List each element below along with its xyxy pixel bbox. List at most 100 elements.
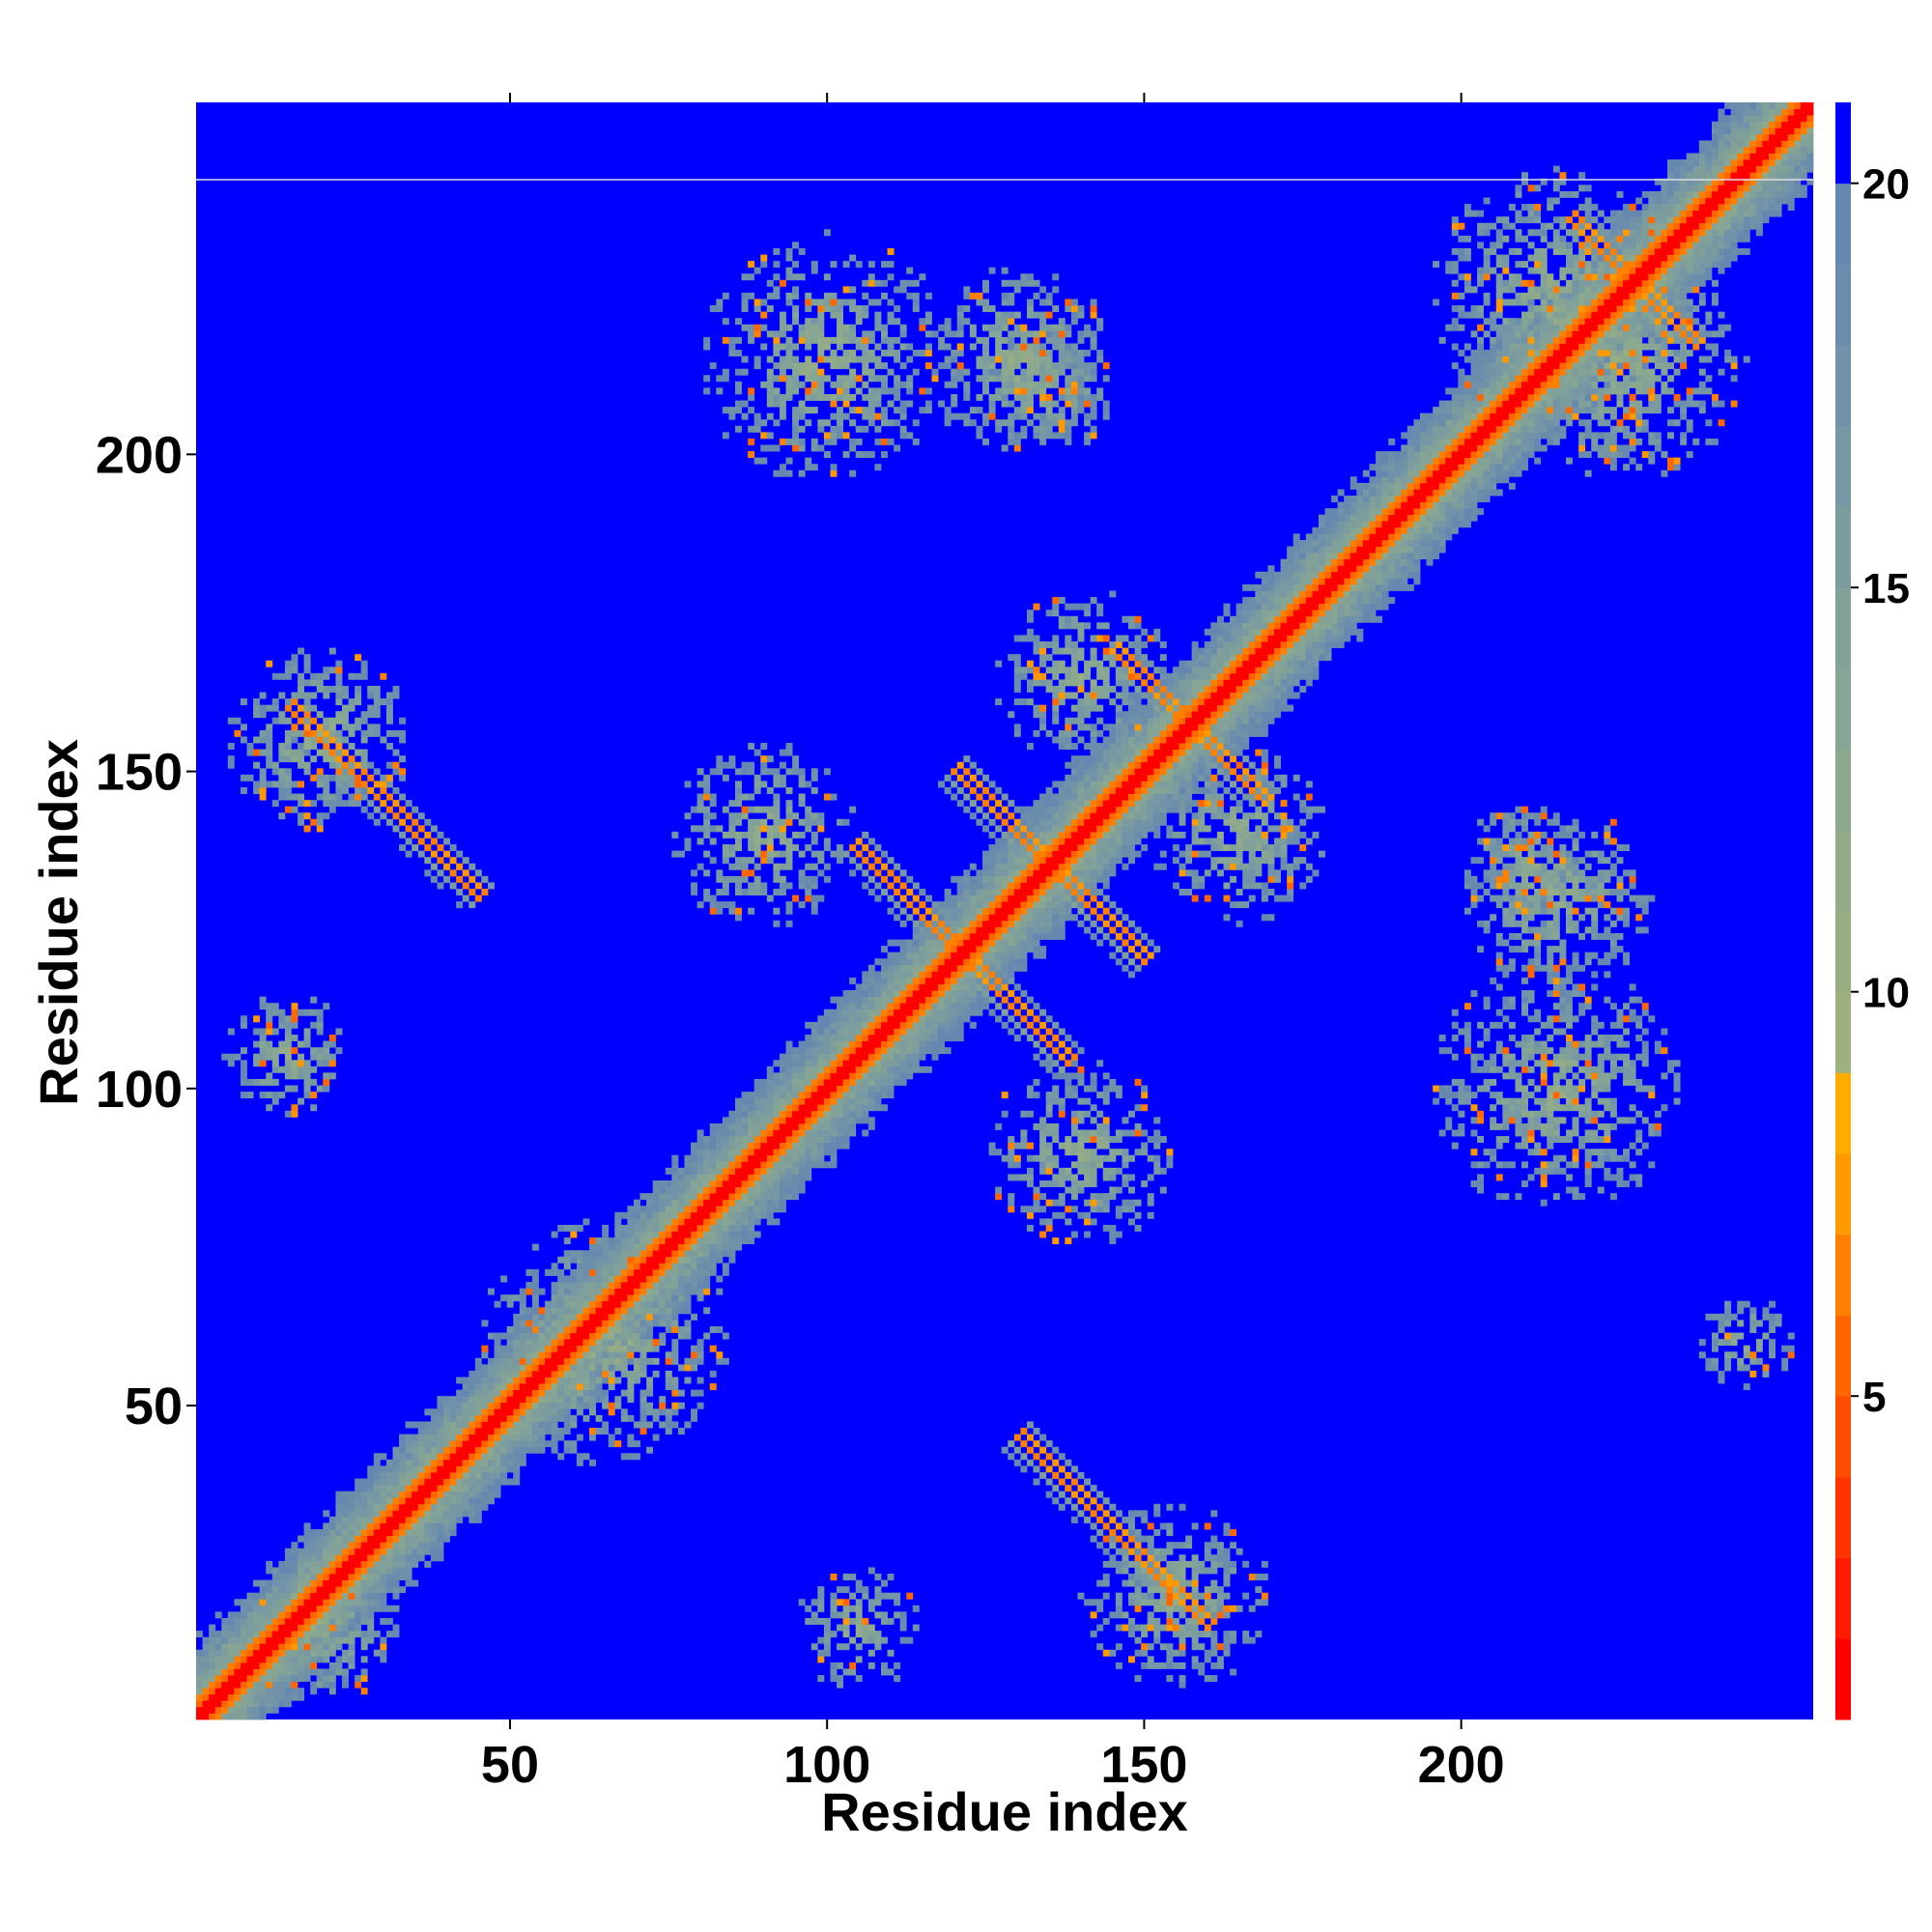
heatmap-cell [805, 368, 812, 376]
heatmap-cell [1020, 1110, 1028, 1118]
heatmap-cell [1013, 1035, 1021, 1041]
heatmap-cell [798, 793, 806, 801]
heatmap-cell [614, 1256, 622, 1264]
heatmap-cell [716, 1275, 724, 1283]
heatmap-cell [823, 1110, 831, 1118]
heatmap-cell [202, 1662, 210, 1669]
heatmap-cell [837, 1009, 843, 1016]
heatmap-cell [728, 850, 736, 858]
heatmap-cell [766, 838, 774, 845]
heatmap-cell [360, 1675, 368, 1683]
heatmap-cell [392, 1542, 400, 1549]
heatmap-cell [253, 786, 261, 794]
heatmap-cell [430, 838, 438, 845]
heatmap-cell [753, 355, 761, 363]
heatmap-cell [691, 1263, 698, 1270]
heatmap-cell [531, 1325, 539, 1333]
heatmap-cell [709, 1325, 717, 1333]
heatmap-cell [278, 1092, 286, 1099]
heatmap-cell [773, 375, 781, 383]
heatmap-cell [867, 838, 875, 845]
heatmap-cell [792, 438, 800, 445]
heatmap-cell [837, 1142, 843, 1150]
heatmap-cell [995, 869, 1003, 877]
heatmap-cell [589, 1396, 596, 1404]
heatmap-cell [551, 1389, 558, 1397]
heatmap-cell [931, 920, 939, 927]
heatmap-cell [316, 1579, 324, 1587]
heatmap-cell [328, 717, 336, 724]
heatmap-cell [735, 1110, 742, 1118]
heatmap-cell [716, 1154, 724, 1162]
heatmap-cell [823, 432, 831, 440]
heatmap-cell [412, 1465, 419, 1473]
heatmap-cell [209, 1636, 216, 1644]
heatmap-cell [291, 1605, 298, 1612]
heatmap-cell [995, 350, 1003, 356]
heatmap-cell [506, 1459, 514, 1466]
heatmap-cell [810, 1149, 818, 1156]
heatmap-cell [703, 1193, 711, 1201]
heatmap-cell [259, 1636, 267, 1644]
heatmap-cell [887, 977, 895, 984]
heatmap-cell [919, 958, 926, 966]
heatmap-cell [500, 1428, 508, 1435]
heatmap-cell [348, 1560, 355, 1568]
heatmap-cell [367, 1491, 375, 1498]
heatmap-cell [956, 311, 964, 319]
heatmap-cell [849, 844, 857, 852]
heatmap-cell [906, 875, 914, 883]
heatmap-cell [976, 920, 983, 927]
heatmap-cell [995, 393, 1003, 401]
heatmap-cell [291, 654, 298, 662]
heatmap-cell [284, 672, 292, 680]
heatmap-cell [639, 1300, 647, 1308]
heatmap-cell [328, 1611, 336, 1619]
heatmap-cell [785, 1097, 793, 1105]
heatmap-cell [671, 1211, 679, 1219]
heatmap-cell [785, 857, 793, 865]
heatmap-cell [659, 1408, 667, 1416]
heatmap-cell [538, 1383, 546, 1391]
heatmap-cell [380, 1522, 387, 1530]
heatmap-cell [779, 863, 786, 870]
heatmap-cell [291, 1611, 298, 1619]
heatmap-cell [563, 1446, 571, 1454]
heatmap-cell [589, 1237, 596, 1245]
heatmap-cell [792, 432, 800, 440]
heatmap-cell [880, 279, 888, 287]
heatmap-cell [823, 1117, 831, 1124]
heatmap-cell [766, 1092, 774, 1099]
heatmap-cell [348, 1656, 355, 1663]
heatmap-cell [748, 1136, 755, 1144]
heatmap-cell [538, 1364, 546, 1372]
heatmap-cell [303, 1631, 311, 1638]
heatmap-cell [659, 1206, 667, 1213]
heatmap-cell [209, 1631, 216, 1638]
heatmap-cell [639, 1389, 647, 1397]
heatmap-cell [944, 355, 952, 363]
heatmap-cell [646, 1307, 654, 1315]
heatmap-cell [602, 1243, 610, 1251]
heatmap-cell [298, 1636, 304, 1644]
heatmap-cell [639, 1231, 647, 1238]
heatmap-cell [1001, 375, 1009, 383]
heatmap-cell [773, 350, 781, 356]
heatmap-cell [696, 1345, 704, 1352]
heatmap-cell [817, 311, 825, 319]
heatmap-cell [766, 393, 774, 401]
heatmap-cell [665, 1313, 672, 1321]
heatmap-cell [728, 825, 736, 833]
heatmap-cell [894, 393, 901, 401]
heatmap-cell [805, 1110, 812, 1118]
heatmap-cell [823, 1624, 831, 1632]
heatmap-cell [1008, 711, 1015, 719]
heatmap-cell [823, 768, 831, 776]
heatmap-cell [316, 1574, 324, 1580]
heatmap-cell [620, 1294, 628, 1302]
heatmap-cell [513, 1453, 521, 1461]
heatmap-cell [842, 1574, 850, 1580]
heatmap-cell [665, 1250, 672, 1258]
heatmap-cell [608, 1313, 615, 1321]
heatmap-cell [741, 1161, 749, 1169]
